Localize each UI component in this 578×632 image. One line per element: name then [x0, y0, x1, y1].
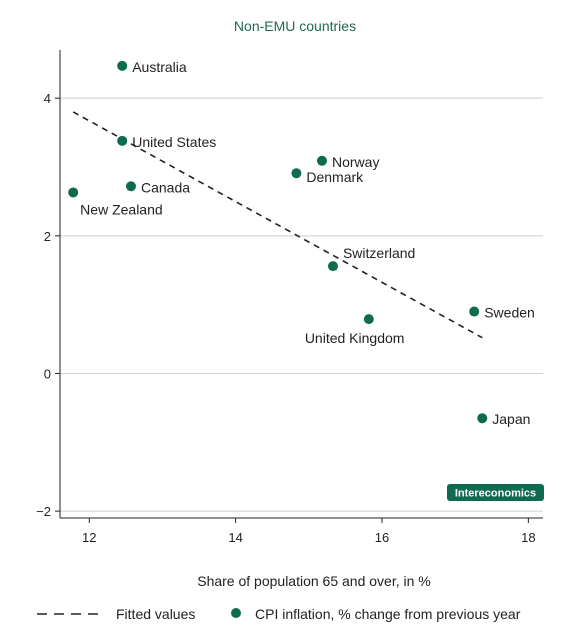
point-labels: Australia United States Canada New Zealand N…	[80, 59, 535, 427]
point-label: Canada	[141, 179, 190, 195]
legend-points-label: CPI inflation, % change from previous ye…	[255, 606, 521, 622]
point-label: Sweden	[484, 305, 535, 321]
intereconomics-badge: Intereconomics	[447, 484, 544, 501]
y-tick-label: 0	[44, 366, 51, 381]
data-point	[125, 181, 136, 192]
data-point	[68, 187, 79, 198]
x-axis-title: Share of population 65 and over, in %	[197, 573, 431, 589]
y-tick-label: 2	[44, 229, 51, 244]
x-tick-label: 16	[375, 530, 389, 545]
point-label: New Zealand	[80, 201, 163, 217]
y-tick-label: −2	[36, 504, 51, 519]
point-label: United States	[132, 134, 216, 150]
fitted-line	[72, 111, 483, 339]
data-point	[327, 261, 338, 272]
y-tick-label: 4	[44, 91, 51, 106]
point-label: Denmark	[306, 169, 364, 185]
data-point	[291, 168, 302, 179]
x-ticks: 12 14 16 18	[82, 518, 536, 545]
point-label: United Kingdom	[305, 330, 405, 346]
data-point	[477, 413, 488, 424]
point-label: Switzerland	[343, 245, 415, 261]
point-label: Japan	[492, 411, 530, 427]
x-tick-label: 12	[82, 530, 96, 545]
data-point	[469, 306, 480, 317]
point-label: Norway	[332, 154, 379, 170]
point-label: Australia	[132, 59, 187, 75]
gridlines	[60, 97, 543, 512]
svg-text:Intereconomics: Intereconomics	[455, 488, 536, 500]
y-ticks: −2 0 2 4	[36, 91, 60, 519]
data-point	[117, 60, 128, 71]
data-point	[316, 155, 327, 166]
chart-title: Non-EMU countries	[234, 18, 356, 34]
legend-points-swatch	[231, 608, 241, 618]
data-point	[363, 314, 374, 325]
points	[68, 60, 488, 424]
x-tick-label: 14	[228, 530, 242, 545]
legend: Fitted values CPI inflation, % change fr…	[37, 606, 521, 622]
data-point	[117, 135, 128, 146]
x-tick-label: 18	[521, 530, 535, 545]
legend-fitted-label: Fitted values	[116, 606, 195, 622]
